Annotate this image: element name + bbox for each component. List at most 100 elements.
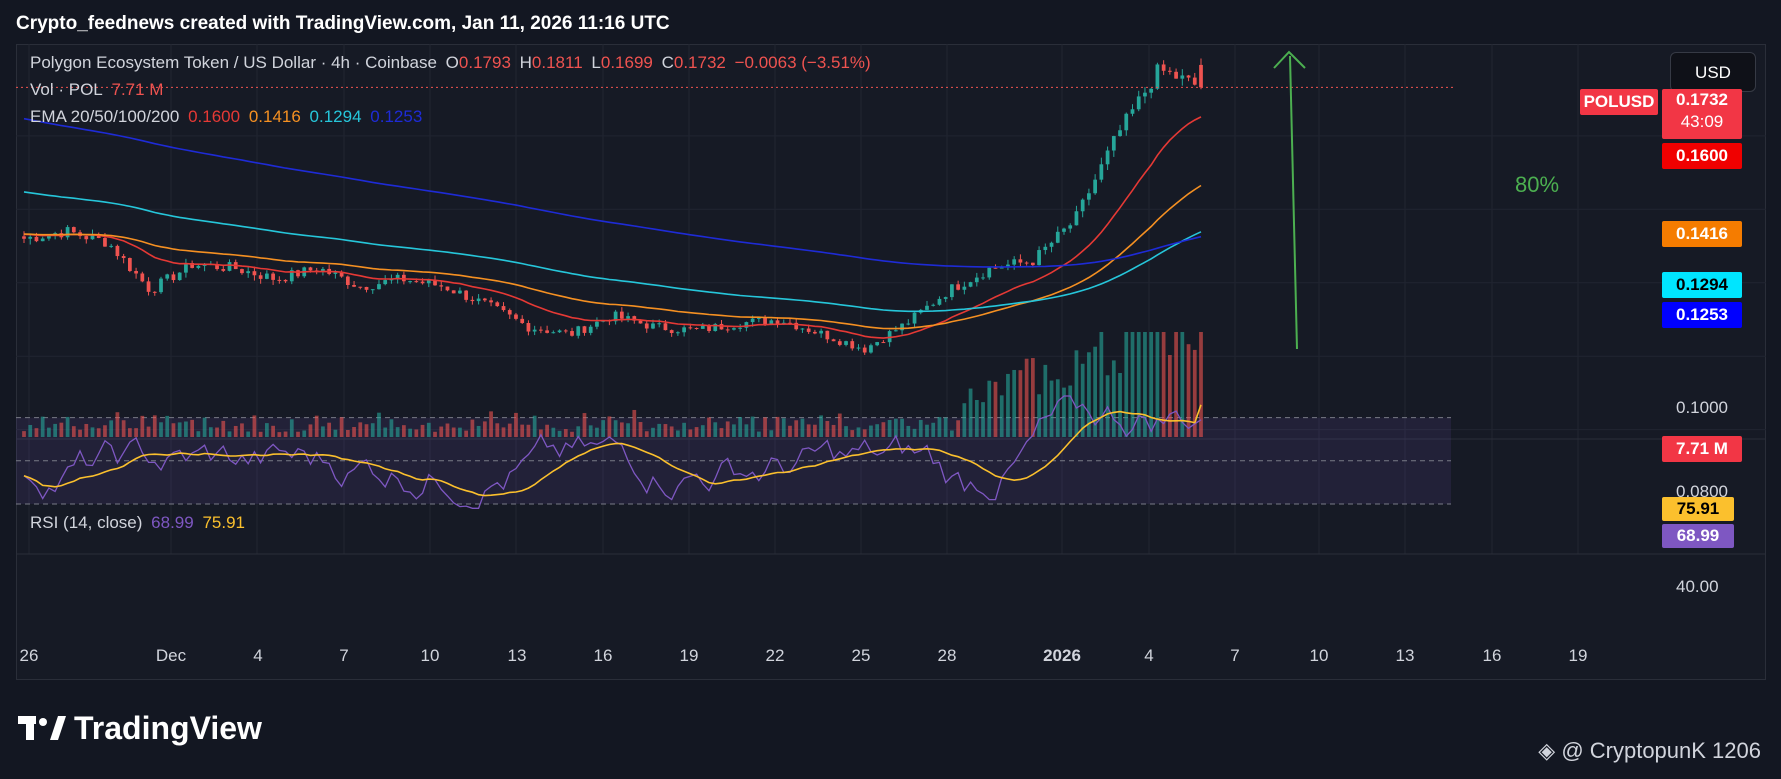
volume-bar [1018,370,1023,437]
candle-body [426,279,431,284]
candle-body [65,227,70,238]
candle-body [121,256,126,259]
volume-bar [713,422,718,437]
candle-body [1049,242,1054,247]
candle-body [395,274,400,280]
candle-body [570,331,574,336]
candle-body [501,306,506,311]
volume-bar [389,419,394,437]
date-label: 26 [19,646,39,665]
ema50-line [23,184,1202,330]
watermark-credit: ◈ @ CryptopunK 1206 [1538,738,1761,764]
candle-body [159,278,163,293]
volume-bar [981,402,985,437]
volume-bar [619,422,624,437]
volume-bar [937,417,942,437]
volume-bar [22,431,26,437]
candle-body [794,322,799,330]
candle-body [831,339,836,342]
candle-body [1192,77,1197,85]
currency-button[interactable]: USD [1670,52,1756,92]
candle-body [893,330,898,332]
volume-bar [526,424,531,437]
candle-body [819,330,823,334]
candle-body [906,323,911,325]
ema200-tag: 0.1253 [1662,302,1742,328]
volume-bar [152,415,157,437]
price-chart[interactable] [16,44,1766,680]
rsi-ma-tag: 75.91 [1662,497,1734,521]
volume-bar [177,422,182,437]
candle-body [165,274,170,279]
candle-body [707,325,711,331]
candle-body [1149,88,1154,93]
candle-body [1043,246,1048,251]
candle-body [613,311,618,322]
candle-body [258,275,263,279]
volume-bar [115,412,120,437]
volume-bar [1055,379,1060,437]
candle-body [171,274,176,281]
candle-body [1130,109,1135,114]
volume-bar [289,419,294,437]
date-label: 2026 [1043,646,1081,665]
gain-arrow-head [1273,50,1306,69]
volume-bar [725,421,730,437]
candle-body [775,320,780,325]
volume-bar [744,424,749,437]
volume-bar [71,426,76,437]
candle-body [657,323,662,325]
volume-bar [171,423,176,437]
volume-bar [1080,363,1085,437]
volume-bar [327,422,332,437]
candle-body [850,341,855,349]
candle-body [96,234,101,238]
volume-bar [707,417,711,437]
low-label: L [591,53,601,72]
volume-bar [84,423,89,437]
candle-body [152,291,157,293]
candle-body [458,290,462,294]
candle-body [190,262,195,268]
candle-body [246,271,251,274]
volume-bar [1087,352,1091,437]
volume-bar [831,424,836,437]
candle-body [700,325,705,329]
volume-bar [781,418,786,437]
candle-body [676,332,680,334]
rsi-ma-line [23,404,1202,497]
candle-body [962,286,967,290]
candle-body [937,298,942,305]
candle-body [1055,231,1060,243]
ema50-tag: 0.1416 [1662,221,1742,247]
ema200-line [23,117,1202,268]
volume-bar [595,427,599,437]
volume-bar [844,426,848,437]
candle-body [925,305,929,310]
ema20-tag: 0.1600 [1662,143,1742,169]
ema200-value: 0.1253 [370,107,423,126]
date-label: 16 [593,646,613,665]
candle-body [595,321,599,327]
date-label: 19 [679,646,699,665]
volume-bar [165,415,170,437]
high-label: H [519,53,532,72]
volume-bar [1149,332,1154,437]
open-value: 0.1793 [458,53,511,72]
candle-body [271,273,275,280]
volume-bar [445,423,450,437]
candle-body [1167,70,1172,72]
candle-body [974,277,979,283]
volume-bar [258,431,263,437]
volume-bar [669,426,674,437]
open-label: O [445,53,459,72]
tradingview-logo: TradingView [18,710,262,747]
candle-body [1074,211,1079,226]
candle-body [252,271,257,276]
candle-body [1024,262,1029,264]
volume-bar [333,429,338,437]
volume-bar [906,425,911,437]
price-axis-label: 0.1000 [1676,398,1728,417]
candle-body [626,316,630,319]
candle-body [912,312,917,324]
